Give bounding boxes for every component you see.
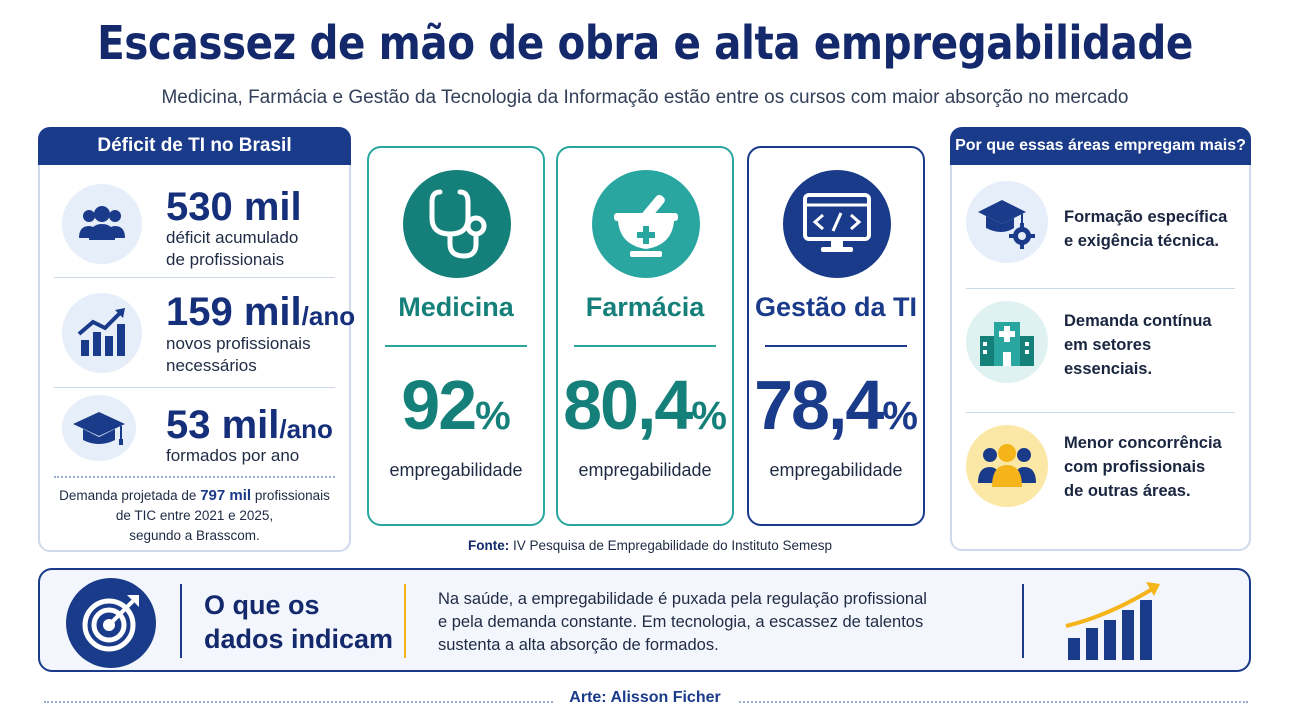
reason-text: Demanda contínua em setores essenciais. bbox=[1064, 312, 1212, 378]
graduation-gear-icon bbox=[966, 181, 1048, 263]
reasons-panel-title: Por que essas áreas empregam mais? bbox=[950, 127, 1251, 165]
card-farmacia-label: empregabilidade bbox=[578, 460, 712, 480]
card-gestao-ti-percent: 78,4% bbox=[754, 366, 918, 444]
people-icon bbox=[62, 184, 142, 264]
art-credit: Arte: Alisson Ficher bbox=[0, 689, 1290, 707]
growth-chart-icon bbox=[62, 293, 142, 373]
card-farmacia: Farmácia 80,4% empregabilidade bbox=[556, 146, 734, 526]
stethoscope-icon bbox=[403, 170, 511, 278]
stat-graduates-value: 53 mil/ano bbox=[166, 403, 333, 447]
dotted-divider bbox=[54, 476, 335, 478]
card-separator bbox=[765, 345, 907, 347]
target-icon bbox=[66, 578, 156, 668]
team-icon bbox=[966, 425, 1048, 507]
vertical-divider bbox=[1022, 584, 1024, 658]
divider bbox=[966, 288, 1235, 289]
card-medicina-label: empregabilidade bbox=[389, 460, 523, 480]
card-medicina: Medicina 92% empregabilidade bbox=[367, 146, 545, 526]
card-medicina-percent: 92% bbox=[401, 366, 511, 444]
reasons-panel: Por que essas áreas empregam mais? Forma… bbox=[950, 127, 1251, 551]
stat-new-professionals-desc: novos profissionais necessários bbox=[166, 334, 311, 375]
graduation-cap-icon bbox=[62, 395, 136, 461]
stat-graduates-desc: formados por ano bbox=[166, 446, 300, 465]
stat-new-professionals-value: 159 mil/ano bbox=[166, 290, 356, 334]
demand-footnote: Demanda projetada de 797 mil profissiona… bbox=[59, 487, 330, 543]
banner-text: Na saúde, a empregabilidade é puxada pel… bbox=[438, 590, 927, 654]
stat-deficit-desc: déficit acumulado de profissionais bbox=[166, 228, 299, 269]
card-gestao-ti-name: Gestão da TI bbox=[754, 292, 918, 322]
card-gestao-ti: Gestão da TI 78,4% empregabilidade bbox=[747, 146, 925, 526]
divider bbox=[54, 277, 335, 278]
page-subtitle: Medicina, Farmácia e Gestão da Tecnologi… bbox=[161, 87, 1129, 108]
hospital-icon bbox=[966, 301, 1048, 383]
insights-banner: O que os dados indicam Na saúde, a empre… bbox=[38, 568, 1251, 672]
mortar-pestle-icon bbox=[592, 170, 700, 278]
source-note: Fonte: IV Pesquisa de Empregabilidade do… bbox=[468, 538, 832, 553]
card-separator bbox=[385, 345, 527, 347]
computer-code-icon bbox=[783, 170, 891, 278]
stat-deficit-value: 530 mil bbox=[166, 185, 302, 229]
divider bbox=[54, 387, 335, 388]
card-gestao-ti-label: empregabilidade bbox=[769, 460, 903, 480]
rising-bar-chart-icon bbox=[1058, 580, 1168, 669]
page-title: Escassez de mão de obra e alta empregabi… bbox=[97, 16, 1193, 70]
card-farmacia-percent: 80,4% bbox=[563, 366, 727, 444]
it-deficit-panel-title: Déficit de TI no Brasil bbox=[38, 127, 351, 165]
card-separator bbox=[574, 345, 716, 347]
vertical-divider bbox=[180, 584, 182, 658]
divider bbox=[966, 412, 1235, 413]
reason-text: Formação específica e exigência técnica. bbox=[1064, 208, 1228, 250]
reason-text: Menor concorrência com profissionais de … bbox=[1064, 434, 1222, 500]
it-deficit-panel: Déficit de TI no Brasil 530 mil déficit … bbox=[38, 127, 355, 552]
vertical-divider bbox=[404, 584, 406, 658]
banner-title: O que os dados indicam bbox=[204, 590, 394, 654]
card-farmacia-name: Farmácia bbox=[585, 292, 705, 322]
card-medicina-name: Medicina bbox=[398, 292, 514, 322]
